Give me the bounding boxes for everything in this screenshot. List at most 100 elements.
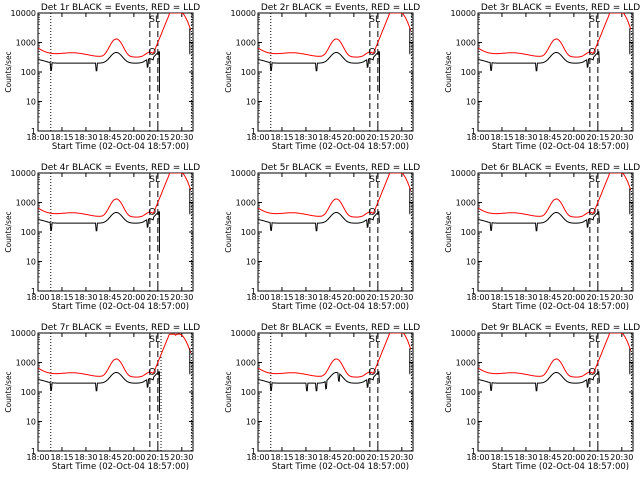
y-tick-label: 10000: [451, 169, 476, 178]
x-tick-label: 18:00: [26, 293, 49, 302]
marker-circle: [588, 47, 596, 55]
y-tick-label: 1000: [236, 39, 256, 48]
y-tick-label: 1: [31, 447, 36, 456]
sl-marker-label: SL: [369, 175, 380, 185]
x-tick-label: 18:45: [538, 133, 561, 142]
y-tick-label: 10000: [11, 169, 36, 178]
panel-det-7r: Det 7r BLACK = Events, RED = LLD 1 10 100 10…: [4, 323, 200, 472]
marker-circle: [588, 367, 596, 375]
series-events-line: [258, 370, 380, 392]
sl-marker-label: SL: [149, 335, 160, 345]
marker-circle: [148, 47, 156, 55]
series-events-line: [258, 210, 380, 232]
x-tick-label: 18:30: [74, 133, 97, 142]
panel-det-4r: Det 4r BLACK = Events, RED = LLD 1 10 100 10…: [4, 163, 200, 312]
series-lld-line: [478, 13, 632, 58]
plot-frame: [257, 172, 414, 292]
x-tick-label: 18:00: [246, 293, 269, 302]
panel-det-2r: Det 2r BLACK = Events, RED = LLD 1 10 100 10…: [224, 3, 420, 152]
x-tick-label: 20:00: [562, 293, 585, 302]
x-axis-label: Start Time (02-Oct-04 18:57:00): [52, 462, 189, 472]
x-tick-label: 20:30: [610, 453, 633, 462]
panel-title: Det 4r BLACK = Events, RED = LLD: [41, 163, 200, 173]
y-tick-label: 1: [31, 287, 36, 296]
marker-circle: [148, 367, 156, 375]
x-tick-label: 20:00: [122, 453, 145, 462]
y-tick-label: 100: [241, 228, 256, 237]
panel-title: Det 7r BLACK = Events, RED = LLD: [41, 323, 200, 333]
x-tick-label: 18:15: [490, 133, 513, 142]
y-tick-label: 100: [461, 228, 476, 237]
sl-marker-label: SL: [589, 15, 600, 25]
panel-det-9r: Det 9r BLACK = Events, RED = LLD 1 10 100 10…: [444, 323, 640, 472]
x-tick-label: 18:45: [318, 133, 341, 142]
y-tick-label: 10000: [11, 9, 36, 18]
y-tick-label: 10000: [451, 329, 476, 338]
y-tick-label: 10000: [231, 329, 256, 338]
x-tick-label: 20:00: [562, 133, 585, 142]
y-tick-label: 100: [21, 388, 36, 397]
sl-marker-label: SL: [149, 15, 160, 25]
panel-det-1r: Det 1r BLACK = Events, RED = LLD 1 10 100 10…: [4, 3, 200, 152]
x-tick-label: 20:30: [390, 453, 413, 462]
marker-circle: [368, 207, 376, 215]
marker-circle: [368, 47, 376, 55]
y-tick-label: 10: [466, 418, 476, 427]
x-tick-label: 18:45: [318, 293, 341, 302]
x-tick-label: 18:30: [74, 453, 97, 462]
y-tick-label: 10000: [11, 329, 36, 338]
x-tick-label: 18:00: [26, 453, 49, 462]
y-tick-label: 1000: [16, 359, 36, 368]
x-tick-label: 18:45: [98, 133, 121, 142]
x-tick-label: 18:00: [466, 293, 489, 302]
series-lld-line: [478, 173, 632, 218]
y-tick-label: 10: [246, 418, 256, 427]
x-tick-label: 20:30: [610, 293, 633, 302]
series-lld-line: [258, 13, 412, 58]
x-tick-label: 20:30: [390, 293, 413, 302]
x-axis-label: Start Time (02-Oct-04 18:57:00): [52, 302, 189, 312]
panel-title: Det 5r BLACK = Events, RED = LLD: [261, 163, 420, 173]
y-axis-label: Counts/sec: [224, 211, 233, 252]
y-tick-label: 1: [251, 287, 256, 296]
x-axis-label: Start Time (02-Oct-04 18:57:00): [272, 302, 409, 312]
x-tick-label: 18:00: [466, 453, 489, 462]
x-tick-label: 20:00: [562, 453, 585, 462]
x-tick-label: 18:30: [294, 453, 317, 462]
x-tick-label: 18:45: [538, 293, 561, 302]
x-axis-label: Start Time (02-Oct-04 18:57:00): [492, 302, 629, 312]
x-tick-label: 18:45: [98, 453, 121, 462]
plot-frame: [477, 12, 634, 132]
sl-marker-label: SL: [149, 175, 160, 185]
y-tick-label: 1000: [236, 359, 256, 368]
x-tick-label: 20:30: [170, 293, 193, 302]
x-tick-label: 20:00: [122, 133, 145, 142]
y-tick-label: 10: [26, 258, 36, 267]
x-tick-label: 20:00: [342, 133, 365, 142]
y-tick-label: 10: [466, 258, 476, 267]
marker-circle: [368, 367, 376, 375]
x-tick-label: 20:15: [366, 293, 389, 302]
y-tick-label: 10000: [231, 9, 256, 18]
panel-det-6r: Det 6r BLACK = Events, RED = LLD 1 10 100 10…: [444, 163, 640, 312]
x-tick-label: 20:15: [366, 453, 389, 462]
series-events-line: [478, 50, 600, 72]
x-tick-label: 18:15: [490, 293, 513, 302]
x-tick-label: 18:30: [74, 293, 97, 302]
plot-frame: [37, 12, 194, 132]
plot-frame: [257, 332, 414, 452]
y-tick-label: 1000: [456, 199, 476, 208]
y-tick-label: 10: [466, 98, 476, 107]
x-tick-label: 18:15: [490, 453, 513, 462]
series-events-line: [38, 370, 160, 392]
plot-frame: [477, 332, 634, 452]
x-tick-label: 18:00: [246, 133, 269, 142]
y-tick-label: 1: [251, 447, 256, 456]
x-tick-label: 18:15: [270, 453, 293, 462]
x-tick-label: 18:15: [50, 453, 73, 462]
x-tick-label: 20:00: [342, 453, 365, 462]
x-tick-label: 18:15: [270, 293, 293, 302]
x-tick-label: 18:00: [26, 133, 49, 142]
x-tick-label: 18:45: [538, 453, 561, 462]
